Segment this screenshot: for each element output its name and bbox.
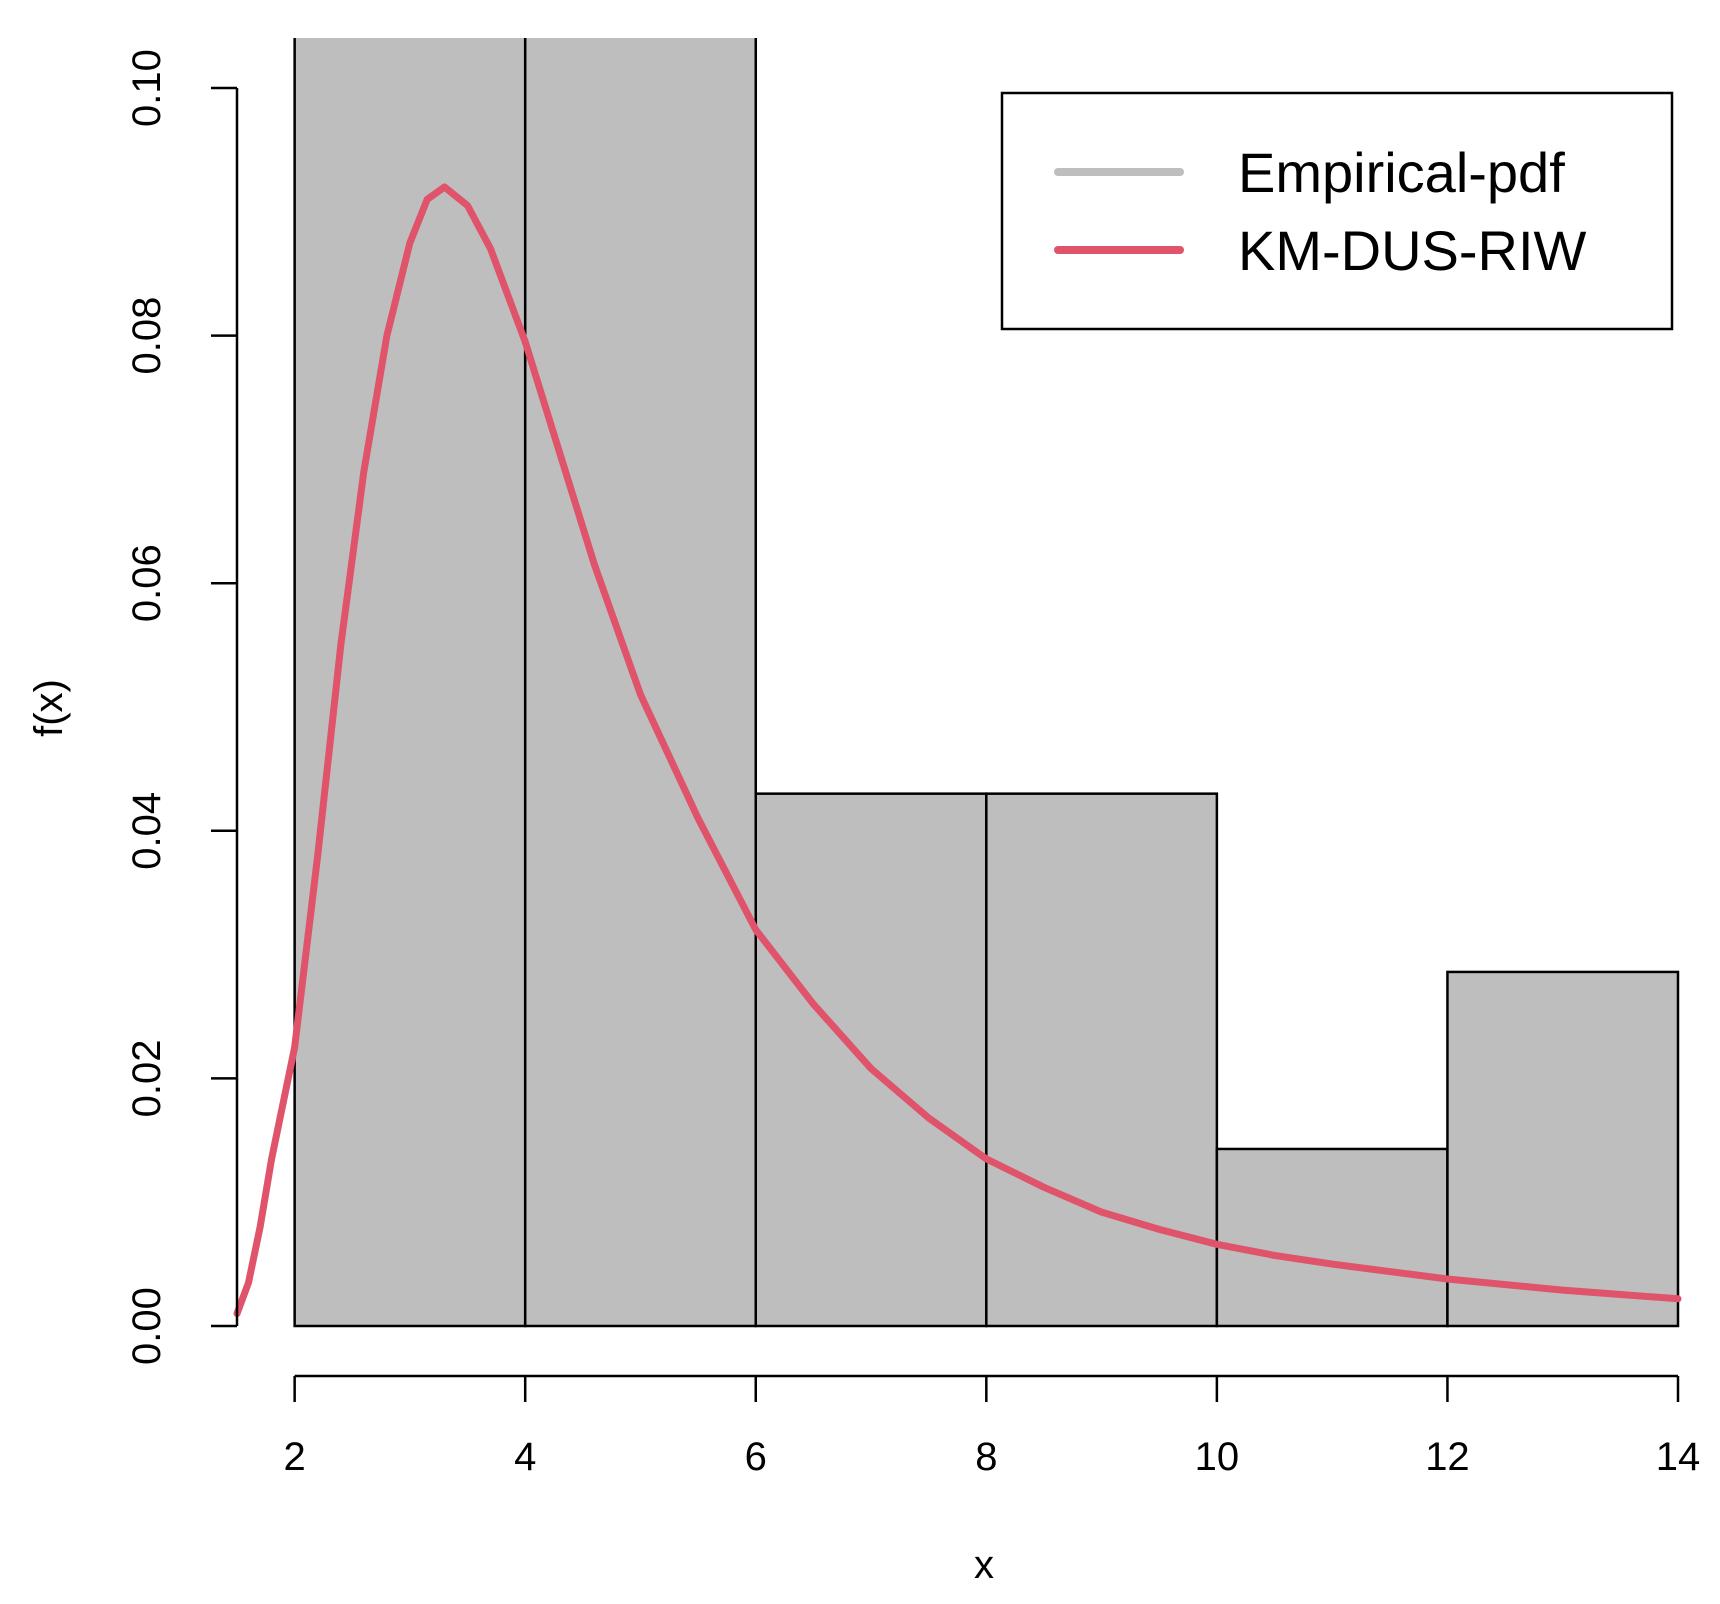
x-tick-label-5: 12 <box>1425 1435 1470 1479</box>
histogram-bar-0 <box>293 38 527 1328</box>
histogram-bar-1 <box>523 38 758 1328</box>
y-axis: 0.00 0.02 0.04 0.06 0.08 0.10 <box>125 49 239 1365</box>
histogram-bars <box>293 38 1680 1328</box>
x-tick-label-1: 4 <box>514 1435 536 1479</box>
histogram-bar-4 <box>1215 1147 1449 1328</box>
x-axis-label: x <box>974 1543 994 1587</box>
legend-label-empirical: Empirical-pdf <box>1238 141 1565 204</box>
legend-box <box>1000 91 1674 331</box>
x-tick-label-0: 2 <box>284 1435 306 1479</box>
legend: Empirical-pdf KM-DUS-RIW <box>1000 91 1674 331</box>
histogram-bar-5 <box>1446 970 1680 1328</box>
histogram-bar-3 <box>985 792 1219 1328</box>
y-axis-label: f(x) <box>27 679 71 737</box>
x-tick-label-2: 6 <box>745 1435 767 1479</box>
y-tick-label-1: 0.02 <box>125 1039 169 1117</box>
histogram-bar-2 <box>754 792 988 1328</box>
x-tick-label-4: 10 <box>1195 1435 1240 1479</box>
y-tick-label-5: 0.10 <box>125 49 169 127</box>
y-tick-label-0: 0.00 <box>125 1287 169 1365</box>
x-axis: 2 4 6 8 10 12 14 <box>284 1374 1701 1479</box>
y-tick-label-2: 0.04 <box>125 792 169 870</box>
legend-label-fitted: KM-DUS-RIW <box>1238 219 1587 282</box>
density-curve <box>233 183 1682 1318</box>
y-tick-label-3: 0.06 <box>125 544 169 622</box>
y-tick-label-4: 0.08 <box>125 297 169 375</box>
density-curve-layer <box>233 183 1682 1318</box>
x-tick-label-3: 8 <box>975 1435 997 1479</box>
x-tick-label-6: 14 <box>1656 1435 1701 1479</box>
